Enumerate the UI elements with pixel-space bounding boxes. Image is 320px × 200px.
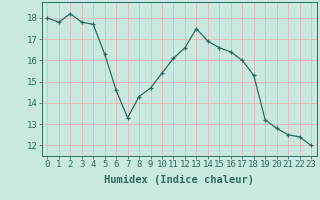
X-axis label: Humidex (Indice chaleur): Humidex (Indice chaleur) [104,175,254,185]
